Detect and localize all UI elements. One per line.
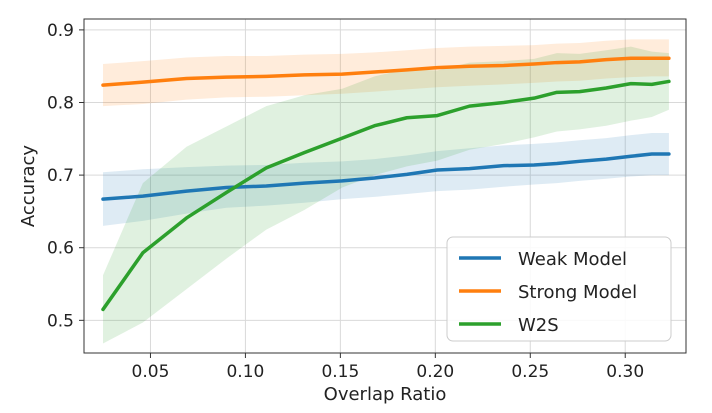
legend-label-w2s: W2S bbox=[518, 315, 559, 336]
y-tick-label: 0.5 bbox=[47, 311, 74, 331]
x-tick-label: 0.30 bbox=[606, 362, 644, 382]
strong-model-line bbox=[101, 56, 671, 87]
x-axis-title: Overlap Ratio bbox=[324, 384, 447, 405]
plot-frame bbox=[83, 18, 687, 354]
legend-label-strong-model: Strong Model bbox=[518, 282, 637, 303]
legend-label-weak-model: Weak Model bbox=[518, 249, 627, 270]
y-tick-label: 0.9 bbox=[47, 21, 74, 41]
x-tick-label: 0.10 bbox=[226, 362, 264, 382]
y-tick-label: 0.8 bbox=[47, 94, 74, 114]
x-tick-label: 0.15 bbox=[321, 362, 359, 382]
x-tick-label: 0.25 bbox=[511, 362, 549, 382]
weak-model-line bbox=[101, 152, 671, 201]
tick-layer: 0.05 0.10 0.15 0.20 0.25 0.30 0.5 0.6 0.7 0.8 0.9 bbox=[47, 21, 644, 382]
y-tick-label: 0.6 bbox=[47, 239, 74, 259]
w2s-line bbox=[101, 79, 671, 312]
legend: Weak Model Strong Model W2S bbox=[446, 236, 672, 342]
weak-model-confidence-band bbox=[102, 132, 669, 226]
x-tick-label: 0.20 bbox=[416, 362, 454, 382]
y-axis-title: Accuracy bbox=[18, 145, 39, 228]
legend-items: Weak Model Strong Model W2S bbox=[459, 249, 637, 336]
y-tick-label: 0.7 bbox=[47, 166, 74, 186]
x-tick-label: 0.05 bbox=[132, 362, 170, 382]
w2s-confidence-band bbox=[102, 46, 669, 344]
series-lines bbox=[101, 56, 671, 312]
legend-box bbox=[446, 236, 672, 342]
